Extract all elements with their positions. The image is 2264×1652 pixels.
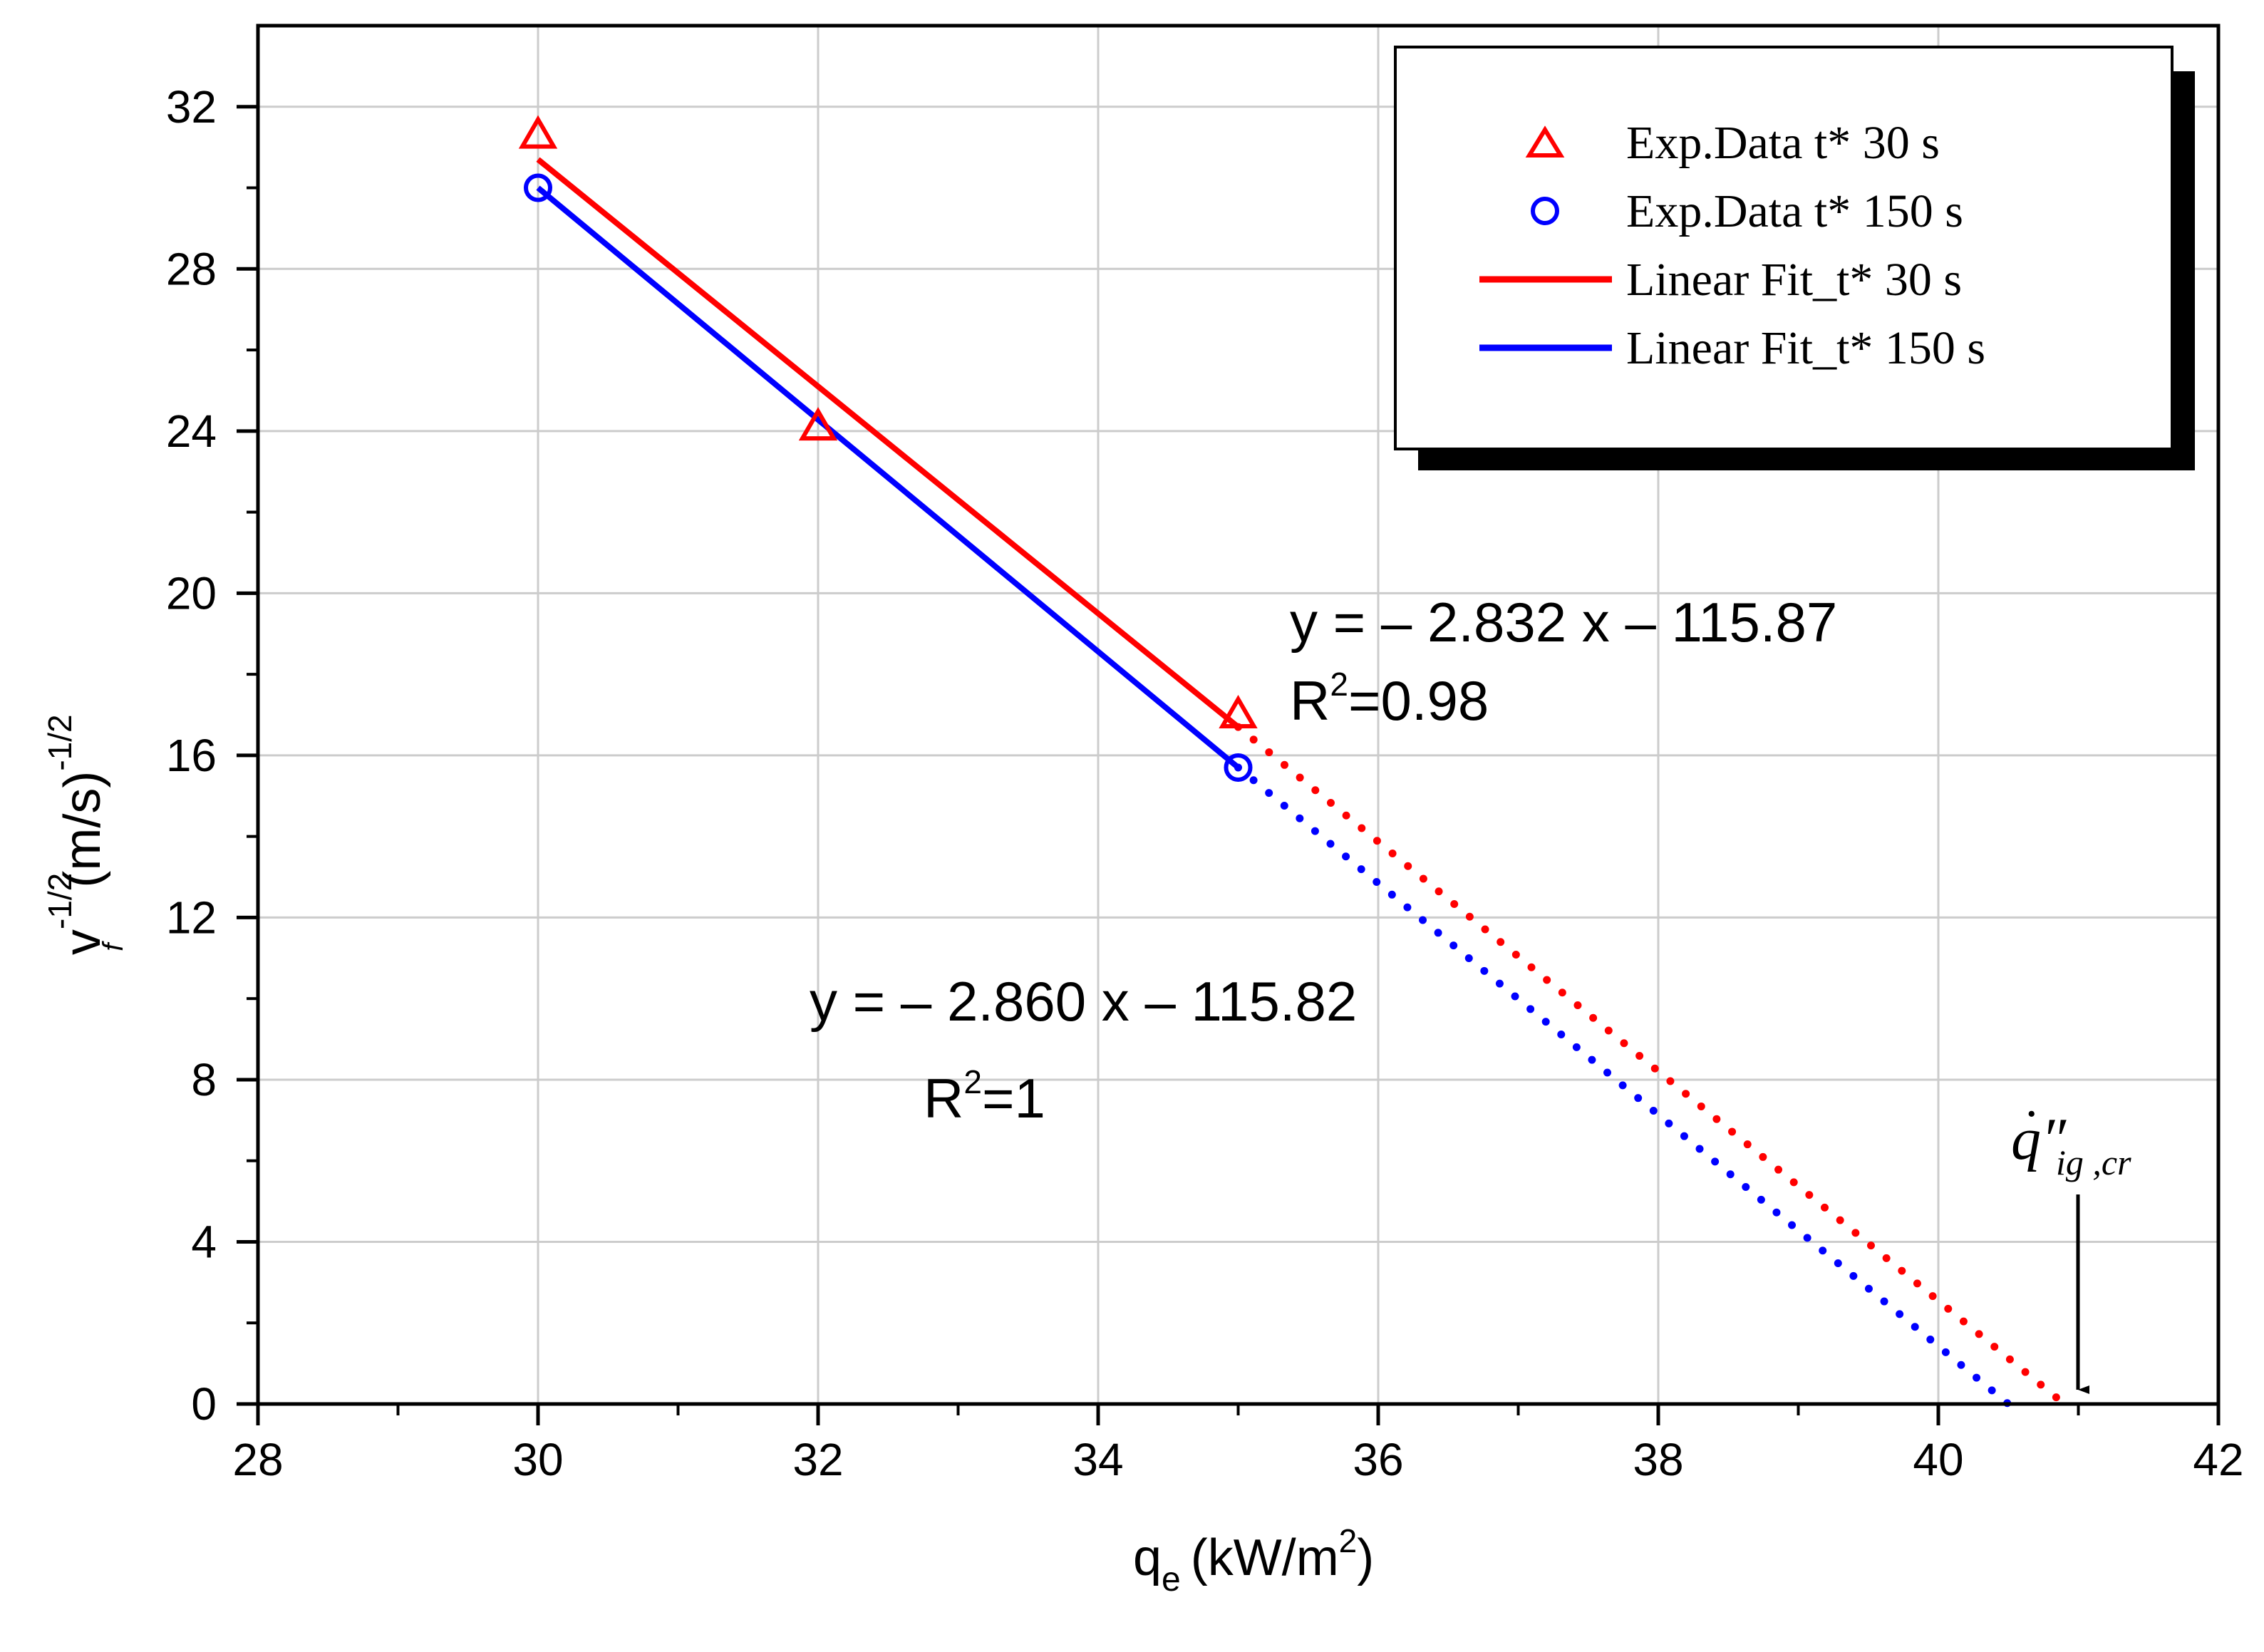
r2-fit-150: R2=1	[924, 1063, 1045, 1130]
dot-accent: .	[2025, 1073, 2038, 1127]
tick-labels: 28 30 32 34 36 38 40 42 0 4 8 12 16 20 24 28 32	[166, 81, 2244, 1485]
fit-lines	[536, 157, 2069, 1408]
fit-line-extrapolated	[1234, 723, 2069, 1408]
y-tick-label: 16	[166, 730, 217, 781]
fit-line-solid	[536, 157, 1241, 730]
x-tick-label: 30	[512, 1434, 563, 1485]
legend-label: Linear Fit_t* 150 s	[1626, 322, 1985, 374]
equation-fit-30: y = – 2.832 x – 115.87	[1290, 591, 1837, 654]
critical-heat-flux-label: q″ig ,cr	[2011, 1106, 2131, 1182]
data-markers	[518, 115, 1258, 782]
y-tick-label: 0	[191, 1378, 217, 1430]
legend: Exp.Data t* 30 s Exp.Data t* 150 s Linear …	[1394, 46, 2195, 470]
legend-circle-icon	[1531, 197, 1559, 225]
x-tick-label: 40	[1913, 1434, 1963, 1485]
x-tick-label: 28	[232, 1434, 283, 1485]
legend-box	[1394, 46, 2173, 450]
axis-ticks	[237, 105, 2221, 1425]
legend-label: Exp.Data t* 150 s	[1626, 185, 1963, 237]
plot-frame	[256, 24, 2221, 1406]
circle-marker	[1224, 753, 1253, 782]
triangle-marker	[518, 115, 558, 149]
fit-line-extrapolated	[1234, 763, 2012, 1408]
fit-line-solid	[536, 185, 1241, 770]
critical-heat-flux-marker: q″ig ,cr .	[2011, 1073, 2131, 1394]
y-tick-label: 24	[166, 406, 217, 457]
legend-triangle-icon	[1525, 125, 1565, 158]
annotation-fit-30: y = – 2.832 x – 115.87 R2=0.98	[1290, 591, 1837, 732]
annotation-fit-150: y = – 2.860 x – 115.82 R2=1	[810, 970, 1357, 1130]
y-tick-label: 4	[191, 1216, 217, 1267]
triangle-marker	[798, 407, 838, 441]
legend-label: Exp.Data t* 30 s	[1626, 117, 1940, 169]
legend-label: Linear Fit_t* 30 s	[1626, 254, 1962, 306]
x-tick-label: 36	[1353, 1434, 1403, 1485]
x-tick-label: 34	[1072, 1434, 1123, 1485]
circle-marker	[524, 173, 552, 202]
r2-fit-30: R2=0.98	[1290, 666, 1489, 732]
equation-fit-150: y = – 2.860 x – 115.82	[810, 970, 1357, 1033]
x-tick-label: 42	[2193, 1434, 2243, 1485]
triangle-marker	[1219, 695, 1258, 728]
y-tick-label: 8	[191, 1054, 217, 1105]
x-axis-label: qe (kW/m2)	[1133, 1522, 1374, 1599]
y-tick-label: 12	[166, 892, 217, 943]
x-tick-label: 32	[792, 1434, 843, 1485]
y-tick-label: 32	[166, 81, 217, 133]
x-tick-label: 38	[1633, 1434, 1683, 1485]
y-tick-label: 28	[166, 243, 217, 294]
y-axis-label: v-1/2f(m/s)-1/2	[41, 714, 129, 955]
y-tick-label: 20	[166, 567, 217, 619]
